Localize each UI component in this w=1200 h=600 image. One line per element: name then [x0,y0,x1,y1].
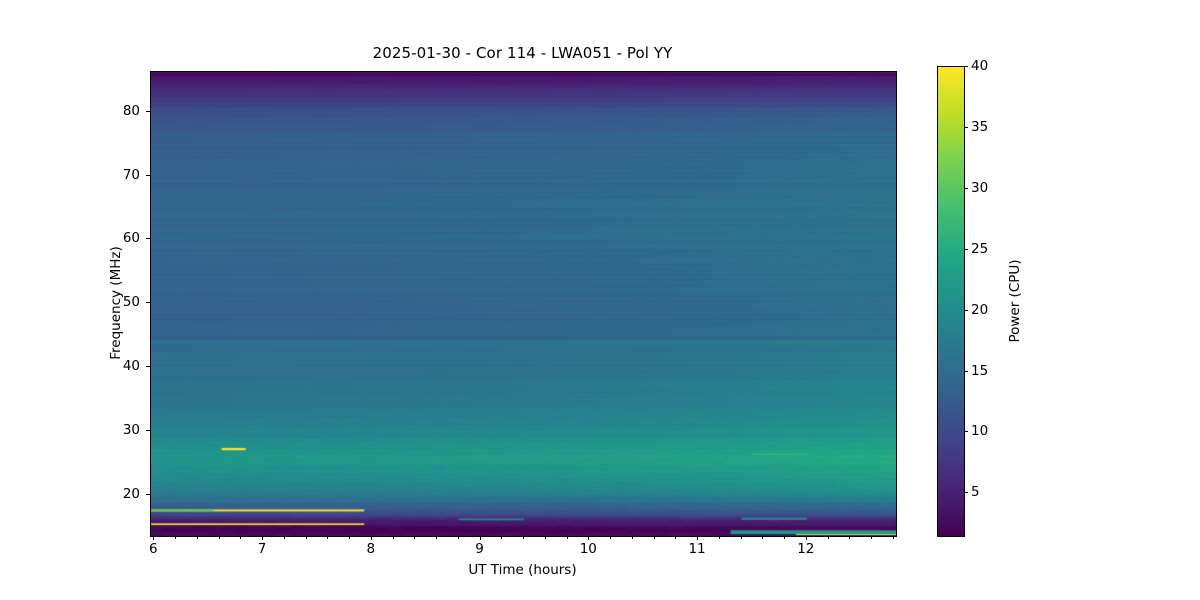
x-minor-tick-mark [871,536,873,539]
x-minor-tick-mark [740,536,742,539]
x-minor-tick-mark [631,536,633,539]
x-minor-tick-mark [196,536,198,539]
x-tick-label: 12 [797,541,815,557]
x-minor-tick-mark [544,536,546,539]
y-tick-label: 60 [122,230,140,247]
x-minor-tick-mark [827,536,829,539]
x-tick-label: 10 [579,541,597,557]
colorbar-tick-mark [964,126,968,128]
x-minor-tick-mark [892,536,894,539]
colorbar-tick-label: 35 [971,118,989,135]
x-tick-mark [370,536,372,540]
colorbar-label: Power (CPU) [1007,258,1023,343]
colorbar-tick-label: 15 [971,362,989,379]
x-minor-tick-mark [566,536,568,539]
x-minor-tick-mark [414,536,416,539]
x-minor-tick-mark [240,536,242,539]
y-tick-mark [146,430,150,432]
y-tick-mark [146,494,150,496]
colorbar-tick-mark [964,370,968,372]
colorbar [937,66,965,537]
x-minor-tick-mark [762,536,764,539]
x-minor-tick-mark [457,536,459,539]
spectrogram-heatmap [151,72,896,536]
y-tick-mark [146,238,150,240]
x-minor-tick-mark [718,536,720,539]
colorbar-tick-label: 25 [971,240,989,257]
y-axis-label: Frequency (MHz) [108,246,124,360]
y-tick-label: 70 [122,166,140,183]
x-tick-mark [805,536,807,540]
x-tick-mark [697,536,699,540]
y-tick-mark [146,174,150,176]
x-minor-tick-mark [175,536,176,539]
x-minor-tick-mark [392,536,394,539]
colorbar-tick-mark [964,309,968,311]
colorbar-tick-label: 40 [971,58,989,74]
y-tick-label: 20 [122,486,140,503]
x-minor-tick-mark [349,536,351,539]
x-minor-tick-mark [283,536,285,539]
y-tick-label: 40 [122,358,140,375]
y-tick-mark [146,302,150,304]
y-tick-label: 50 [122,294,140,311]
colorbar-tick-mark [964,187,968,189]
x-minor-tick-mark [849,536,851,539]
x-tick-label: 9 [475,541,484,557]
x-tick-label: 7 [257,541,267,557]
colorbar-tick-label: 20 [971,301,989,318]
colorbar-tick-label: 30 [971,179,989,196]
colorbar-tick-mark [964,66,968,67]
x-tick-label: 6 [148,541,158,557]
x-tick-mark [479,536,481,540]
y-tick-label: 80 [122,102,140,119]
x-axis-label: UT Time (hours) [468,562,577,578]
x-minor-tick-mark [784,536,786,539]
x-minor-tick-mark [218,536,220,539]
x-minor-tick-mark [305,536,307,539]
colorbar-tick-mark [964,248,968,250]
y-tick-label: 30 [122,422,140,439]
x-tick-label: 11 [688,541,706,557]
x-minor-tick-mark [653,536,655,539]
x-tick-mark [588,536,590,540]
x-minor-tick-mark [501,536,503,539]
colorbar-tick-label: 5 [971,484,980,501]
colorbar-tick-label: 10 [971,423,989,440]
x-minor-tick-mark [675,536,677,539]
y-tick-mark [146,366,150,368]
x-minor-tick-mark [436,536,438,539]
x-tick-mark [262,536,264,540]
colorbar-tick-mark [964,431,968,433]
colorbar-tick-mark [964,492,968,494]
spectrogram-axes [150,71,897,537]
x-tick-mark [153,536,155,540]
chart-title: 2025-01-30 - Cor 114 - LWA051 - Pol YY [372,44,673,62]
colorbar-gradient [938,67,964,536]
x-minor-tick-mark [610,536,612,539]
y-tick-mark [146,110,150,112]
x-tick-label: 8 [366,541,376,557]
x-minor-tick-mark [523,536,525,539]
x-minor-tick-mark [327,536,329,539]
